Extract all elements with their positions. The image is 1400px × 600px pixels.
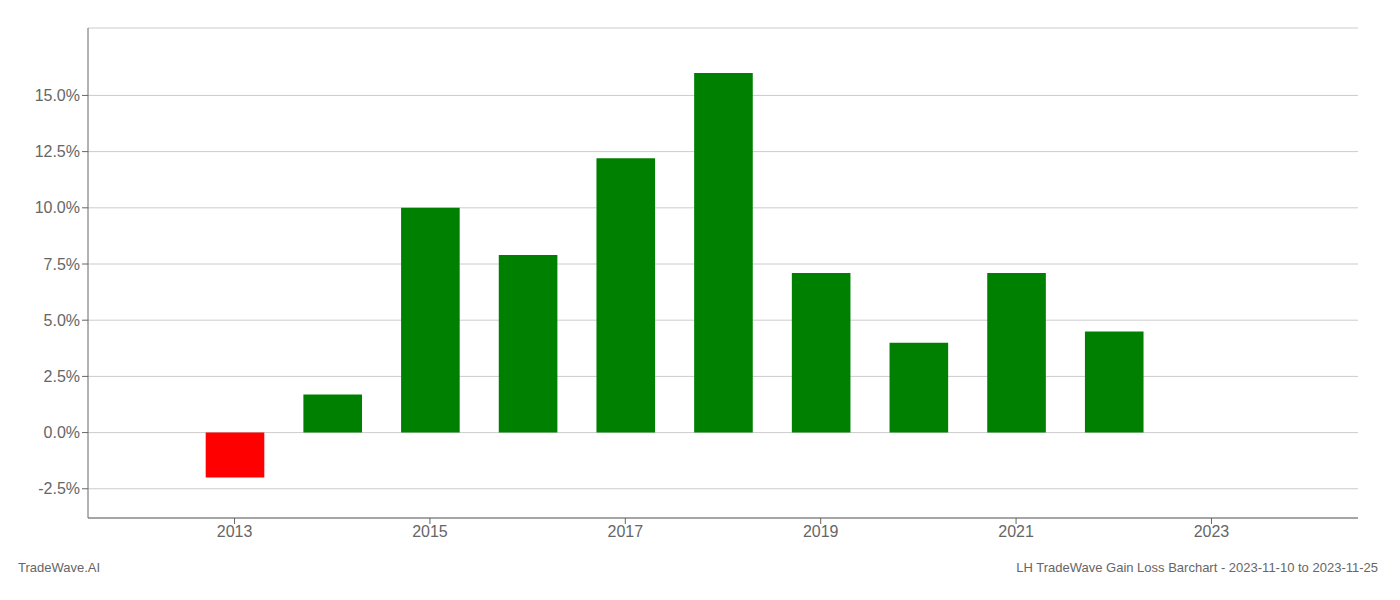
svg-text:2015: 2015 [412, 523, 448, 540]
svg-text:2017: 2017 [608, 523, 644, 540]
html-text:LH TradeWave Gain Loss Barchar: LH TradeWave Gain Loss Barchart - 2023-1… [1016, 560, 1378, 575]
svg-text:5.0%: 5.0% [44, 312, 80, 329]
svg-text:-2.5%: -2.5% [38, 480, 80, 497]
svg-text:0.0%: 0.0% [44, 424, 80, 441]
svg-text:7.5%: 7.5% [44, 256, 80, 273]
html-text:TradeWave.AI: TradeWave.AI [18, 560, 101, 575]
svg-text:10.0%: 10.0% [35, 199, 80, 216]
svg-text:2.5%: 2.5% [44, 368, 80, 385]
svg-text:2023: 2023 [1194, 523, 1230, 540]
svg-text:2019: 2019 [803, 523, 839, 540]
svg-text:12.5%: 12.5% [35, 143, 80, 160]
svg-text:15.0%: 15.0% [35, 87, 80, 104]
svg-text:2013: 2013 [217, 523, 253, 540]
svg-text:2021: 2021 [998, 523, 1034, 540]
